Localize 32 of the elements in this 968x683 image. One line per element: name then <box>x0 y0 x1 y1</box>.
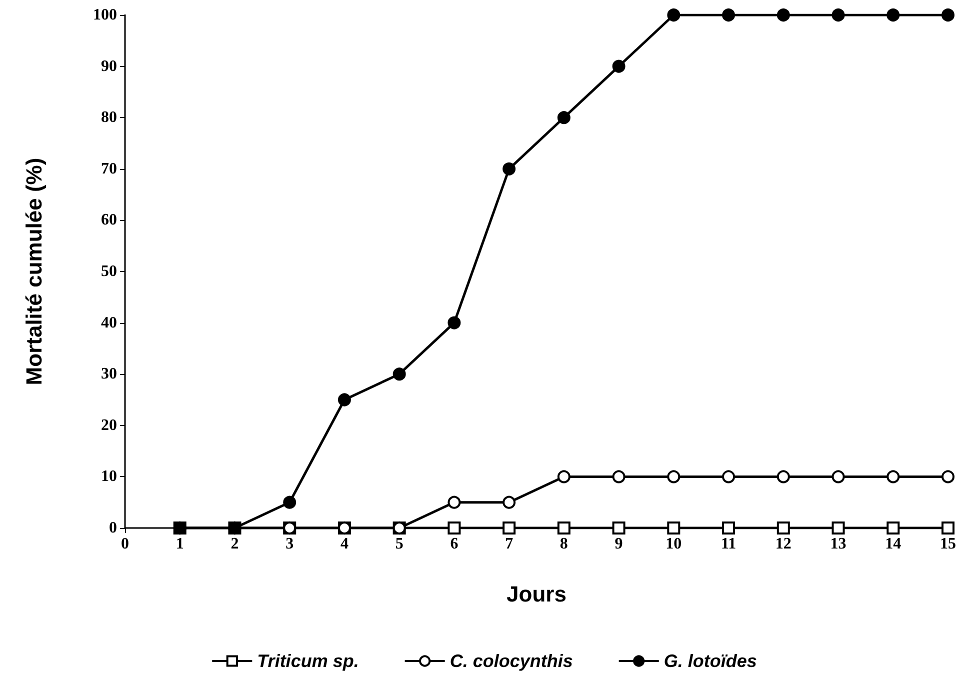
x-tick-label: 8 <box>560 536 568 552</box>
x-tick-label: 12 <box>775 536 792 552</box>
x-tick-label: 14 <box>885 536 902 552</box>
y-tick-label: 30 <box>101 366 117 383</box>
y-tick-label: 100 <box>93 6 117 24</box>
x-tick-label: 10 <box>666 536 682 552</box>
y-tick-label: 10 <box>101 468 117 486</box>
x-tick-label: 4 <box>340 536 348 552</box>
y-tick-label: 70 <box>101 160 117 178</box>
x-tick-label: 2 <box>230 536 239 552</box>
legend-label: G. lotoïdes <box>664 651 757 671</box>
x-tick-label: 6 <box>450 536 458 552</box>
y-tick-label: 20 <box>101 416 117 434</box>
x-tick-label: 7 <box>505 536 514 552</box>
y-tick-label: 0 <box>109 520 117 536</box>
x-tick-label: 15 <box>940 536 956 552</box>
y-tick-label: 80 <box>101 109 117 126</box>
x-tick-label: 9 <box>614 536 623 552</box>
x-tick-label: 0 <box>121 536 129 552</box>
legend-label: C. colocynthis <box>450 651 573 671</box>
x-tick-label: 13 <box>830 536 846 552</box>
x-axis-title: Jours <box>506 582 566 606</box>
y-tick-label: 40 <box>101 314 117 332</box>
x-tick-label: 3 <box>286 536 294 552</box>
y-axis-title: Mortalité cumulée (%) <box>22 158 46 386</box>
x-tick-label: 5 <box>395 536 404 552</box>
y-tick-label: 50 <box>101 263 117 280</box>
y-tick-label: 60 <box>101 212 117 229</box>
x-tick-label: 11 <box>720 536 736 552</box>
x-tick-label: 1 <box>176 536 184 552</box>
legend-label: Triticum sp. <box>257 651 359 671</box>
y-tick-label: 90 <box>101 58 117 75</box>
